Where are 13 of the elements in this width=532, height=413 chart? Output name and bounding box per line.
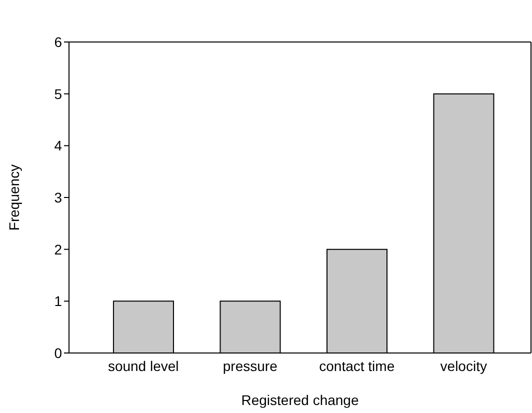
x-axis-title: Registered change	[241, 392, 359, 408]
y-tick-label: 1	[54, 293, 62, 310]
y-tick-label: 2	[54, 241, 62, 258]
x-tick-label: velocity	[440, 358, 487, 374]
y-tick-label: 6	[54, 34, 62, 50]
x-tick-label: sound level	[108, 358, 179, 374]
x-tick-label: pressure	[222, 358, 278, 374]
y-tick-label: 5	[54, 86, 62, 102]
y-tick-label: 0	[54, 344, 62, 361]
y-tick-label: 4	[54, 138, 62, 154]
y-tick-label: 3	[54, 189, 62, 206]
y-axis-title: Frequency	[6, 164, 22, 231]
x-tick-label: contact time	[319, 358, 395, 374]
